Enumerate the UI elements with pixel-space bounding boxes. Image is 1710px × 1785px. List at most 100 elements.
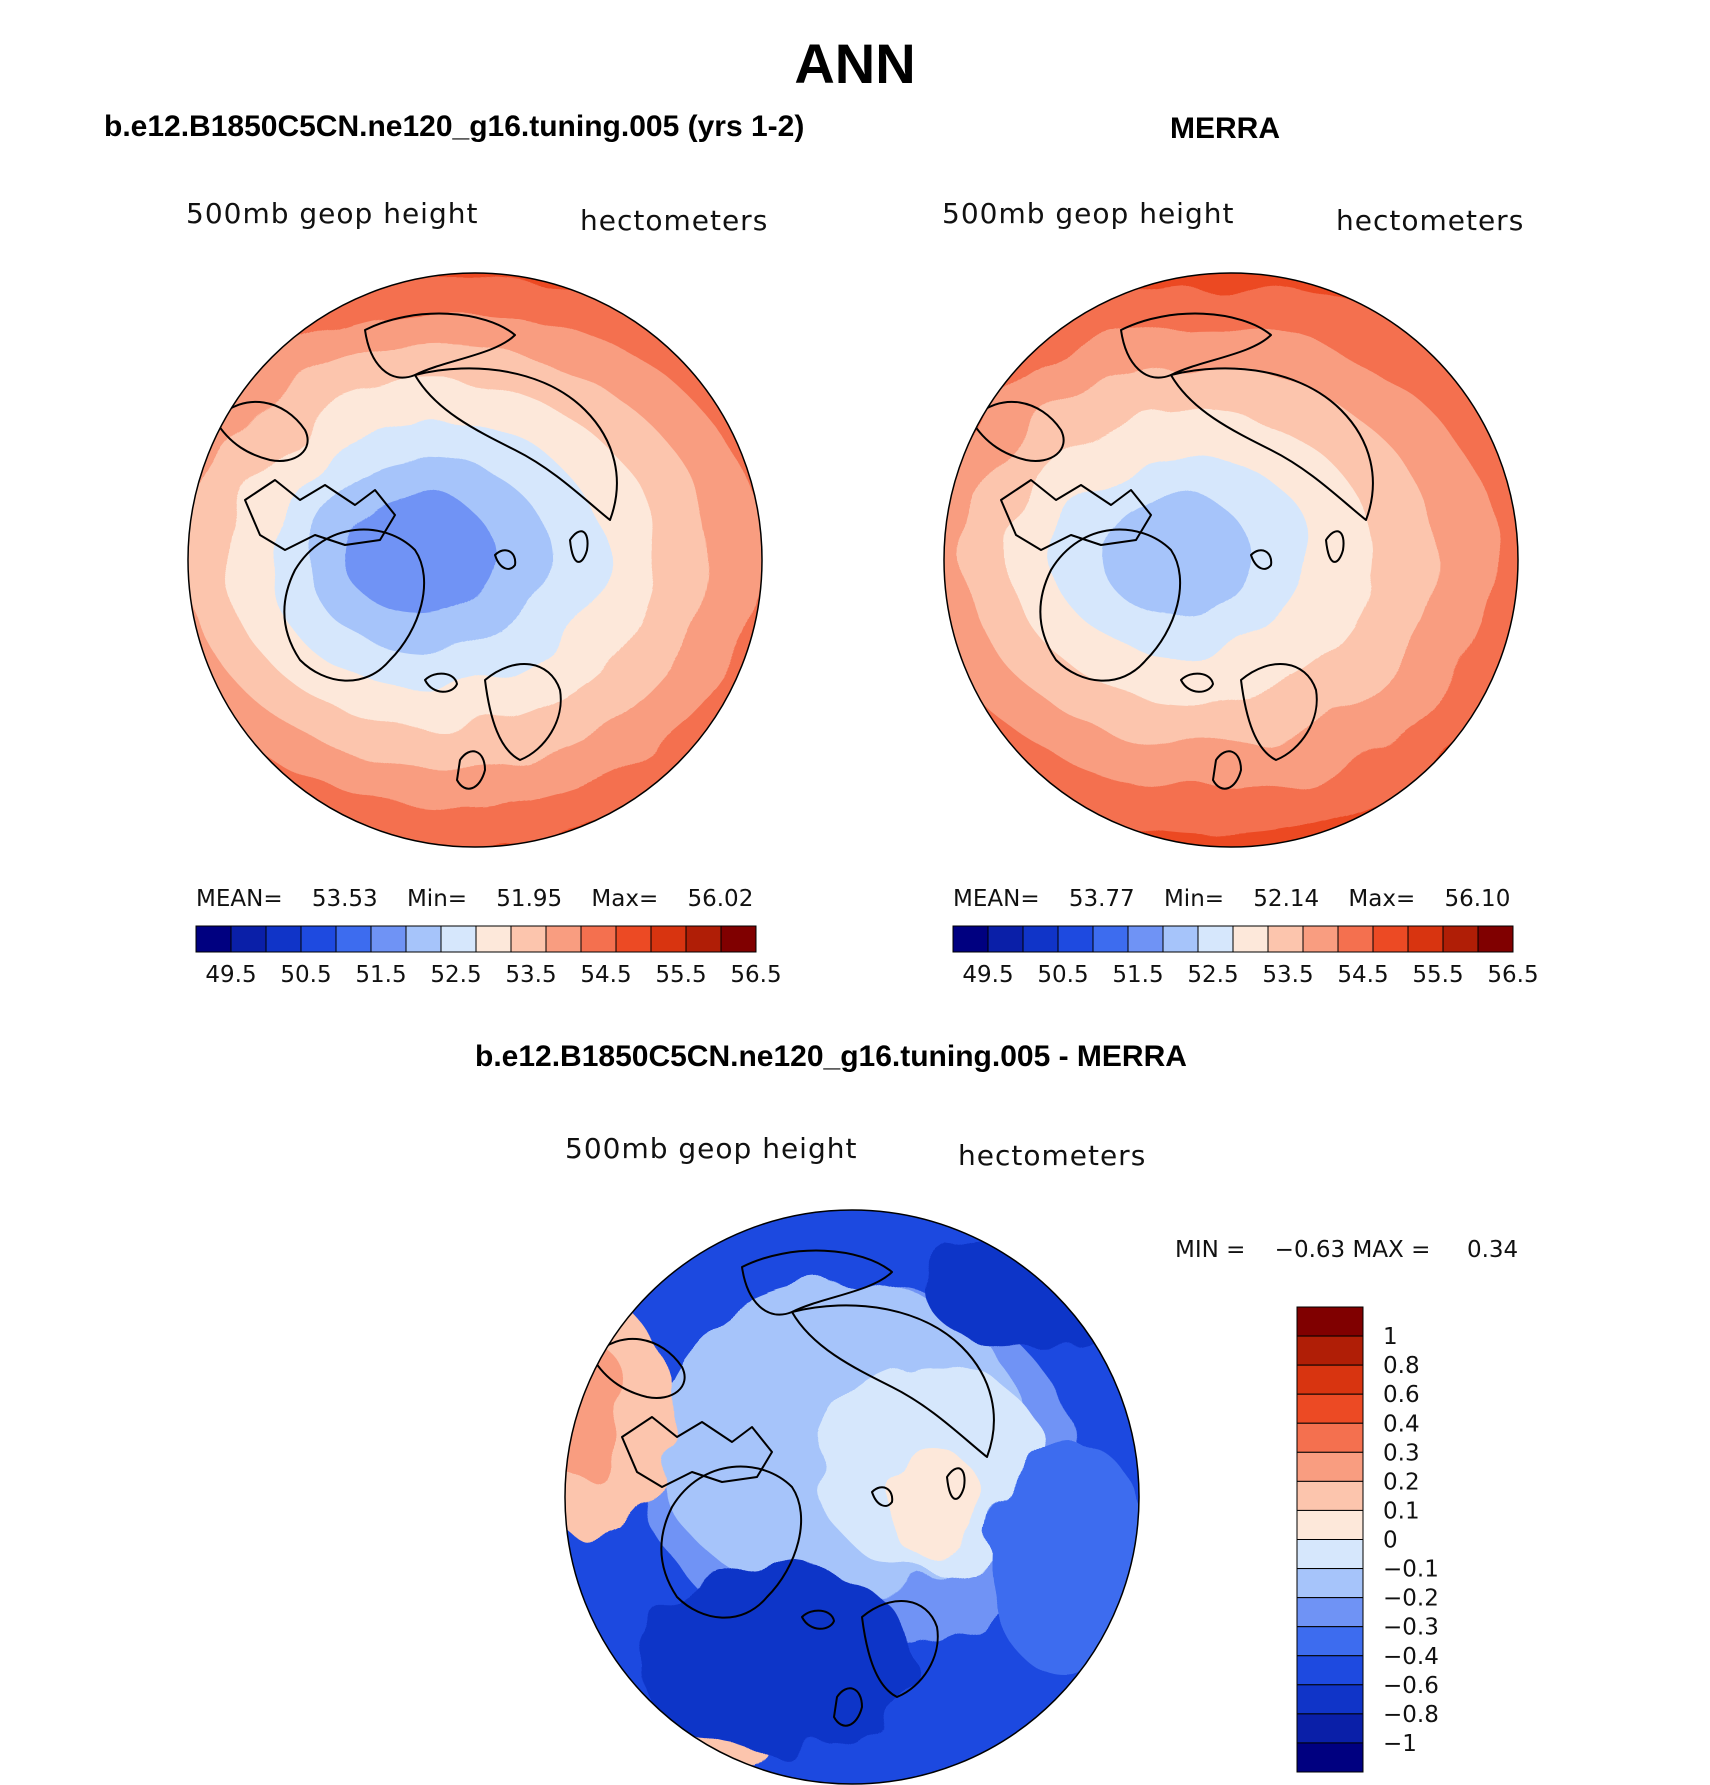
- left-colorbar-swatch: [650, 925, 687, 953]
- left-colorbar-tick: 56.5: [730, 962, 781, 988]
- diff-colorbar-tick: 0.4: [1383, 1411, 1420, 1437]
- right-colorbar-swatch: [1477, 925, 1514, 953]
- right-colorbar-swatch: [1197, 925, 1234, 953]
- right-polar-map: [943, 272, 1519, 848]
- diff-colorbar-swatch: [1296, 1306, 1364, 1337]
- diff-colorbar-swatch: [1296, 1480, 1364, 1511]
- diff-colorbar-tick: −1: [1383, 1731, 1417, 1757]
- diff-region-plus01: [887, 1450, 983, 1560]
- right-coastline-scandinavia: [1240, 663, 1318, 761]
- left-units-label: hectometers: [580, 204, 769, 237]
- diff-max-value: 0.34: [1466, 1237, 1519, 1263]
- left-colorbar-tick: 51.5: [355, 962, 406, 988]
- right-colorbar: 49.5 50.5 51.5 52.5 53.5 54.5 55.5 56.5: [952, 925, 1539, 988]
- diff-colorbar-tick: −0.3: [1383, 1615, 1439, 1641]
- left-band-52: [345, 494, 495, 616]
- diff-colorbar-swatch: [1296, 1451, 1364, 1482]
- left-colorbar-swatch: [615, 925, 652, 953]
- right-colorbar-swatch: [1267, 925, 1304, 953]
- right-coastline-alaska: [970, 401, 1065, 462]
- right-colorbar-swatch: [987, 925, 1024, 953]
- left-colorbar-swatch: [685, 925, 722, 953]
- diff-coastline-siberia: [791, 1304, 995, 1458]
- left-map-border: [187, 272, 763, 848]
- diff-colorbar-tick: 0.3: [1383, 1440, 1420, 1466]
- right-colorbar-tick: 51.5: [1112, 962, 1163, 988]
- diff-colorbar-swatch: [1296, 1335, 1364, 1366]
- diff-colorbar-swatch: [1296, 1597, 1364, 1628]
- left-colorbar-swatch: [475, 925, 512, 953]
- diff-min-value: −0.63: [1274, 1237, 1346, 1263]
- left-coastline-britain: [456, 750, 486, 790]
- diff-coastline-novaya-zemlya: [946, 1467, 966, 1500]
- left-max-value: 56.02: [687, 886, 754, 912]
- right-coastline-greenland: [1039, 528, 1182, 682]
- diff-region-minus03-east: [990, 1440, 1139, 1680]
- left-colorbar-swatch: [580, 925, 617, 953]
- right-band-52_5: [1101, 494, 1251, 616]
- left-coastline-alaska: [214, 401, 309, 462]
- diff-colorbar-swatch: [1296, 1509, 1364, 1540]
- right-map-border: [943, 272, 1519, 848]
- right-colorbar-tick: 53.5: [1262, 962, 1313, 988]
- diff-map-border: [564, 1209, 1140, 1785]
- diff-colorbar-swatch: [1296, 1568, 1364, 1599]
- diff-colorbar-tick: 0.2: [1383, 1469, 1420, 1495]
- left-mean-label: MEAN=: [196, 886, 283, 912]
- right-colorbar-swatch: [1232, 925, 1269, 953]
- diff-min-label: MIN =: [1175, 1237, 1246, 1263]
- diff-colorbar-tick: 0: [1383, 1528, 1398, 1554]
- diff-region-minus06-north: [925, 1230, 1139, 1350]
- diff-colorbar-swatch: [1296, 1393, 1364, 1424]
- figure-title: ANN: [794, 32, 916, 95]
- diff-region-minus06: [635, 1565, 915, 1755]
- left-colorbar-swatch: [300, 925, 337, 953]
- left-coastline-novaya-zemlya: [569, 530, 589, 563]
- diff-variable-label: 500mb geop height: [565, 1132, 858, 1165]
- diff-colorbar-swatch: [1296, 1684, 1364, 1715]
- diff-colorbar-swatch: [1296, 1713, 1364, 1744]
- diff-colorbar-tick: −0.1: [1383, 1557, 1439, 1583]
- diff-coastline-iceland: [801, 1609, 835, 1630]
- diff-panel-title: b.e12.B1850C5CN.ne120_g16.tuning.005 - M…: [475, 1040, 1187, 1073]
- right-colorbar-tick: 49.5: [962, 962, 1013, 988]
- diff-colorbar-swatch: [1296, 1626, 1364, 1657]
- left-coastline-canada-arctic: [244, 479, 396, 551]
- left-colorbar-swatch: [720, 925, 757, 953]
- diff-polar-map: [564, 1209, 1140, 1785]
- right-coastline-britain: [1212, 750, 1242, 790]
- right-panel-title: MERRA: [1170, 112, 1280, 145]
- right-colorbar-swatch: [1407, 925, 1444, 953]
- left-variable-label: 500mb geop height: [186, 197, 479, 230]
- right-coastline-svalbard: [1250, 549, 1273, 570]
- left-coastline-greenland: [283, 528, 426, 682]
- diff-colorbar-tick: 0.8: [1383, 1353, 1420, 1379]
- right-min-label: Min=: [1163, 886, 1225, 912]
- left-colorbar-tick: 55.5: [655, 962, 706, 988]
- right-colorbar-swatch: [1442, 925, 1479, 953]
- left-colorbar-tick: 50.5: [280, 962, 331, 988]
- right-min-value: 52.14: [1253, 886, 1320, 912]
- diff-colorbar-swatch: [1296, 1539, 1364, 1570]
- right-colorbar-swatch: [1337, 925, 1374, 953]
- left-colorbar-swatch: [370, 925, 407, 953]
- diff-units-label: hectometers: [958, 1139, 1147, 1172]
- left-colorbar-swatch: [510, 925, 547, 953]
- left-colorbar-tick: 53.5: [505, 962, 556, 988]
- diff-coastline-alaska: [591, 1338, 686, 1399]
- left-coastline-scandinavia: [484, 663, 562, 761]
- right-colorbar-tick: 52.5: [1187, 962, 1238, 988]
- left-colorbar: 49.5 50.5 51.5 52.5 53.5 54.5 55.5 56.5: [195, 925, 782, 988]
- left-colorbar-tick: 54.5: [580, 962, 631, 988]
- right-colorbar-swatch: [952, 925, 989, 953]
- diff-max-label: MAX =: [1352, 1237, 1431, 1263]
- left-coastline-siberia-east: [364, 312, 516, 379]
- right-colorbar-swatch: [1127, 925, 1164, 953]
- left-coastline-svalbard: [494, 549, 517, 570]
- diff-colorbar-swatch: [1296, 1422, 1364, 1453]
- left-colorbar-swatch: [440, 925, 477, 953]
- left-colorbar-tick: 49.5: [205, 962, 256, 988]
- right-coastline-iceland: [1180, 672, 1214, 693]
- diff-colorbar-swatch: [1296, 1655, 1364, 1686]
